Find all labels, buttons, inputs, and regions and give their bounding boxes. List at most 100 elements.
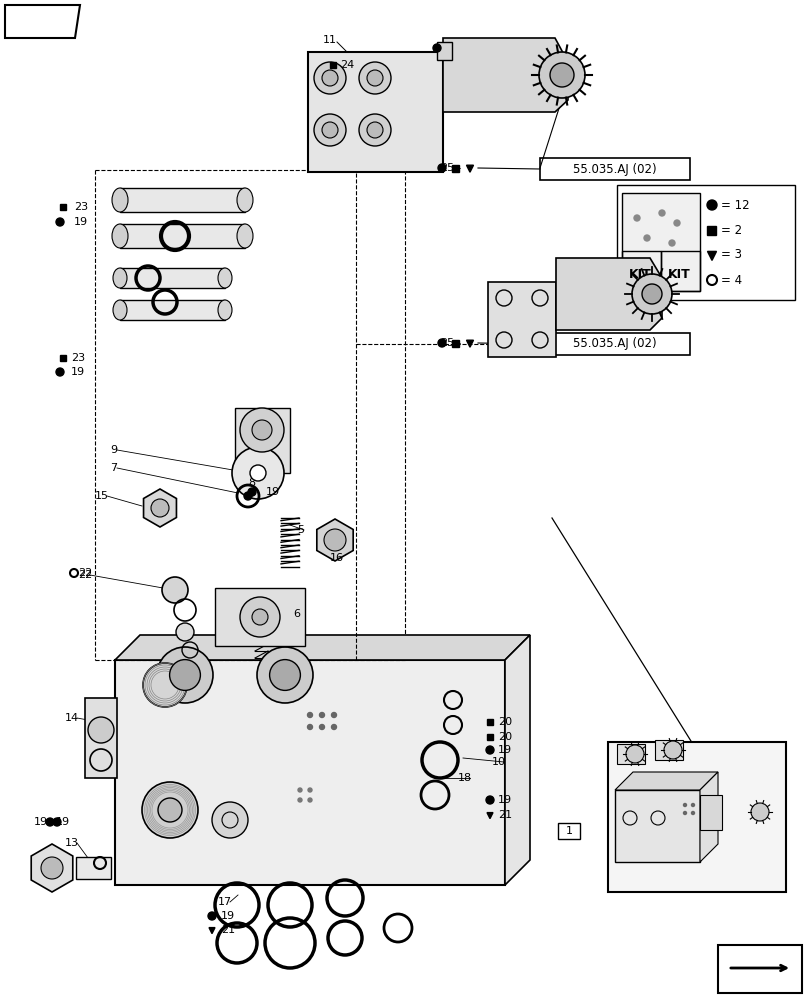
Bar [120, 300, 225, 320]
Bar [616, 185, 794, 300]
Circle shape [212, 802, 247, 838]
Circle shape [269, 660, 300, 690]
Circle shape [151, 499, 169, 517]
Circle shape [243, 492, 251, 500]
Text: 19: 19 [71, 367, 85, 377]
Text: 10: 10 [491, 757, 505, 767]
Text: 19: 19 [221, 911, 235, 921]
Circle shape [691, 803, 693, 806]
Text: 19: 19 [56, 817, 70, 827]
Circle shape [322, 122, 337, 138]
Bar [557, 823, 579, 839]
Circle shape [331, 724, 336, 730]
Circle shape [162, 577, 188, 603]
Circle shape [27, 14, 43, 30]
Text: 15: 15 [95, 491, 109, 501]
Circle shape [668, 240, 674, 246]
Text: 22: 22 [78, 570, 92, 580]
Bar [60, 204, 66, 210]
Polygon shape [31, 844, 73, 892]
Circle shape [257, 647, 312, 703]
Circle shape [437, 164, 445, 172]
Circle shape [314, 114, 345, 146]
Ellipse shape [237, 224, 253, 248]
Bar [607, 742, 785, 892]
Ellipse shape [217, 300, 232, 320]
Bar [115, 660, 504, 885]
Circle shape [633, 215, 639, 221]
Circle shape [143, 663, 187, 707]
Circle shape [750, 803, 768, 821]
Text: 13: 13 [65, 838, 79, 848]
Circle shape [307, 724, 312, 730]
Polygon shape [5, 5, 80, 38]
Text: 17: 17 [217, 897, 232, 907]
Bar [706, 226, 715, 234]
Bar [452, 340, 459, 347]
Circle shape [56, 368, 64, 376]
Circle shape [251, 609, 268, 625]
Bar [307, 52, 443, 172]
Ellipse shape [217, 268, 232, 288]
Circle shape [158, 798, 182, 822]
Text: 55.035.AJ (02): 55.035.AJ (02) [573, 338, 656, 351]
Circle shape [56, 218, 64, 226]
Circle shape [176, 623, 194, 641]
Text: 19: 19 [34, 817, 48, 827]
Circle shape [367, 122, 383, 138]
Ellipse shape [112, 224, 128, 248]
Bar [452, 165, 459, 172]
Bar [539, 158, 689, 180]
Circle shape [31, 18, 39, 26]
Circle shape [706, 200, 716, 210]
Circle shape [53, 818, 61, 826]
Bar [717, 945, 801, 993]
Text: 22: 22 [78, 568, 92, 578]
Circle shape [683, 803, 685, 806]
Polygon shape [115, 635, 530, 660]
Circle shape [240, 408, 284, 452]
Circle shape [631, 274, 672, 314]
Bar [215, 588, 305, 646]
Text: 25: 25 [440, 163, 453, 173]
Bar [539, 333, 689, 355]
Circle shape [486, 746, 493, 754]
Text: 19: 19 [497, 745, 512, 755]
Ellipse shape [112, 188, 128, 212]
Bar [621, 193, 699, 291]
Text: 19: 19 [497, 795, 512, 805]
Text: 23: 23 [71, 353, 85, 363]
Text: 25: 25 [440, 338, 453, 348]
Polygon shape [316, 519, 353, 561]
Polygon shape [556, 258, 661, 330]
Circle shape [663, 741, 681, 759]
Text: 19: 19 [74, 217, 88, 227]
Circle shape [298, 788, 302, 792]
Circle shape [549, 63, 573, 87]
Text: 9: 9 [109, 445, 117, 455]
Text: 7: 7 [109, 463, 117, 473]
Text: 21: 21 [497, 810, 512, 820]
Circle shape [683, 811, 685, 814]
Text: = 2: = 2 [720, 224, 741, 237]
Circle shape [240, 597, 280, 637]
Circle shape [643, 235, 649, 241]
Circle shape [691, 811, 693, 814]
Circle shape [322, 70, 337, 86]
Bar [614, 790, 699, 862]
Circle shape [142, 782, 198, 838]
Circle shape [331, 712, 336, 717]
Circle shape [298, 798, 302, 802]
Bar [660, 251, 699, 291]
Bar [60, 355, 66, 361]
Circle shape [88, 717, 114, 743]
Text: 55.035.AJ (02): 55.035.AJ (02) [573, 163, 656, 176]
Text: 16: 16 [329, 553, 344, 563]
Circle shape [486, 796, 493, 804]
Circle shape [307, 712, 312, 717]
Circle shape [314, 62, 345, 94]
Polygon shape [699, 772, 717, 862]
Ellipse shape [113, 300, 127, 320]
Bar [487, 282, 556, 357]
Bar [436, 42, 452, 60]
